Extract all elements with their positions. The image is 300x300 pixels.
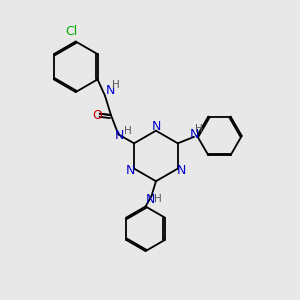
Text: O: O [93, 109, 103, 122]
Text: N: N [115, 129, 124, 142]
Text: N: N [177, 164, 186, 177]
Text: H: H [112, 80, 120, 90]
Text: H: H [124, 126, 132, 136]
Text: N: N [190, 128, 199, 142]
Text: N: N [106, 84, 115, 97]
Text: N: N [125, 164, 135, 177]
Text: H: H [154, 194, 161, 204]
Text: H: H [195, 124, 203, 134]
Text: N: N [151, 120, 160, 133]
Text: N: N [145, 193, 155, 206]
Text: Cl: Cl [65, 25, 77, 38]
